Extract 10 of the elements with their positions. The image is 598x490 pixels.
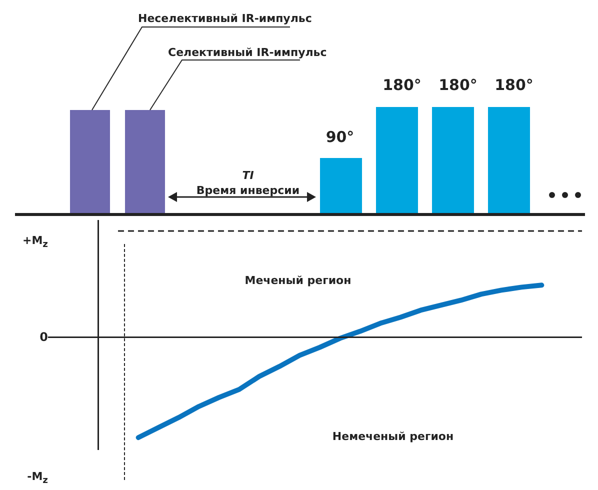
text: Неселективный IR-импульс	[138, 12, 312, 25]
annotation: Меченый регион	[244, 274, 352, 287]
annotation: Немеченый регион	[331, 430, 455, 443]
text: -M$_{z}$	[26, 470, 48, 486]
text: 180°	[382, 76, 422, 94]
ref-line-label: 0	[38, 329, 48, 346]
text: 180°	[438, 76, 478, 94]
text: +M$_{z}$	[21, 234, 48, 250]
text: Селективный IR-импульс	[168, 46, 327, 59]
text: 180°	[494, 76, 534, 94]
